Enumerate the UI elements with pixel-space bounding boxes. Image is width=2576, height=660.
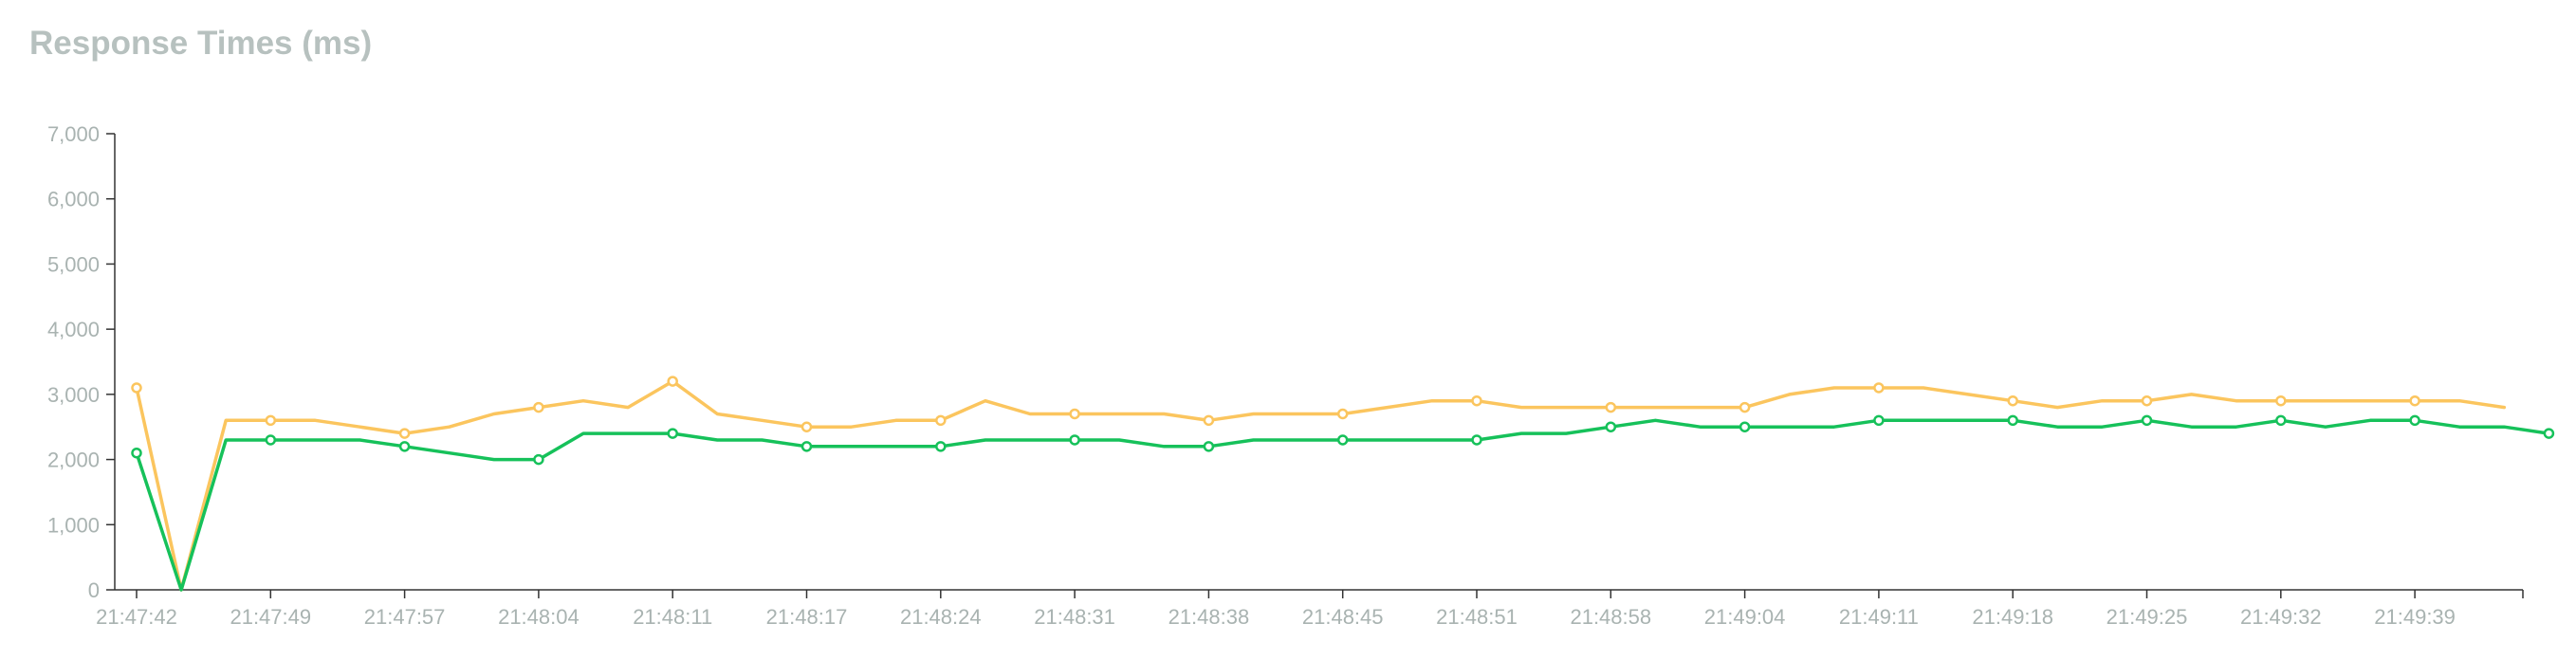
series-2-point (1203, 441, 1215, 452)
series-1-point (398, 428, 411, 439)
series-2-point (1069, 434, 1080, 446)
series-2-point (2007, 414, 2018, 427)
x-tick-label: 21:49:25 (2107, 605, 2188, 629)
series-1-point (2409, 394, 2420, 407)
series-1-point (1336, 408, 1349, 420)
series-2-point (935, 441, 947, 452)
y-tick-label: 7,000 (47, 122, 100, 146)
x-tick-label: 21:47:42 (96, 605, 177, 629)
y-tick-label: 2,000 (47, 449, 100, 472)
series-2-point (2141, 414, 2153, 427)
series-2-point (2409, 414, 2420, 427)
x-tick-label: 21:48:58 (1570, 605, 1651, 629)
x-tick-label: 21:49:18 (1972, 605, 2053, 629)
chart-title: Response Times (ms) (29, 25, 373, 62)
series-1-point (1471, 394, 1482, 407)
x-tick-label: 21:49:11 (1839, 605, 1919, 629)
y-tick-label: 4,000 (47, 318, 100, 341)
series-1-point (800, 421, 813, 432)
series-1-point (265, 414, 277, 427)
series-1-point (935, 414, 947, 427)
series-2-point (667, 428, 678, 439)
series-1-point (1873, 382, 1885, 394)
x-tick-label: 21:48:11 (633, 605, 712, 629)
series-1-point (1069, 408, 1080, 420)
series-1-point (2275, 394, 2287, 407)
x-tick-label: 21:49:39 (2374, 605, 2456, 629)
series-1-point (2007, 394, 2018, 407)
series-2-point (2275, 414, 2287, 427)
series-1-point (1739, 401, 1751, 413)
series-2-point (1336, 434, 1349, 446)
x-tick-label: 21:47:57 (364, 605, 446, 629)
x-tick-label: 21:48:24 (900, 605, 982, 629)
y-tick-label: 5,000 (47, 252, 100, 276)
series-1-point (1605, 401, 1617, 413)
series-2-point (1873, 414, 1885, 427)
y-tick-label: 3,000 (47, 383, 100, 407)
series-2-point (131, 447, 142, 459)
series-2-point (1605, 421, 1617, 432)
series-2-point (533, 453, 544, 466)
series-2-point (1471, 434, 1482, 446)
series-1-point (131, 382, 142, 394)
x-tick-label: 21:49:04 (1704, 605, 1786, 629)
series-1-point (1203, 414, 1215, 427)
x-tick-label: 21:48:51 (1436, 605, 1518, 629)
series-2-point (398, 441, 411, 452)
series-1-point (2141, 394, 2153, 407)
series-2-point (2543, 428, 2555, 439)
series-2-point (1739, 421, 1751, 432)
series-2-point (265, 434, 277, 446)
series-1-point (533, 401, 544, 413)
series-line-1 (135, 379, 2507, 592)
x-tick-label: 21:48:04 (498, 605, 580, 629)
x-tick-label: 21:48:17 (766, 605, 848, 629)
x-tick-label: 21:48:45 (1302, 605, 1384, 629)
x-tick-label: 21:48:31 (1034, 605, 1115, 629)
x-tick-label: 21:47:49 (230, 605, 311, 629)
series-1-point (667, 376, 678, 387)
y-tick-label: 6,000 (47, 188, 100, 211)
y-tick-label: 1,000 (47, 513, 100, 537)
series-2-point (800, 441, 813, 452)
series-line-2 (135, 418, 2551, 592)
y-tick-label: 0 (88, 578, 100, 602)
x-tick-label: 21:48:38 (1168, 605, 1250, 629)
x-tick-label: 21:49:32 (2240, 605, 2322, 629)
